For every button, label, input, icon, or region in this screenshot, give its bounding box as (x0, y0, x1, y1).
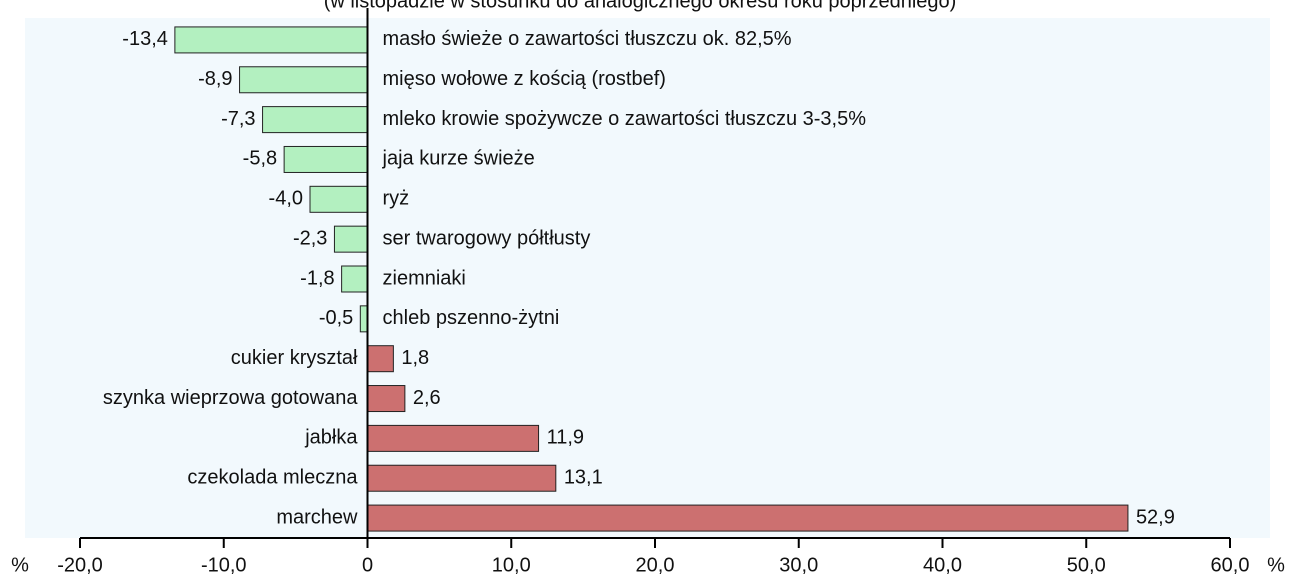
x-tick-label: -20,0 (57, 554, 103, 576)
value-label: 11,9 (547, 427, 584, 449)
category-label: mleko krowie spożywcze o zawartości tłus… (383, 108, 867, 130)
x-unit: % (11, 554, 29, 576)
category-label: jabłka (304, 427, 358, 449)
x-tick-label: 0 (362, 554, 373, 576)
x-tick-label: 10,0 (492, 554, 531, 576)
x-tick-label: 30,0 (779, 554, 818, 576)
bar (367, 385, 406, 413)
x-tick-label: 20,0 (636, 554, 675, 576)
bar (309, 185, 368, 213)
category-label: mięso wołowe z kością (rostbef) (383, 68, 666, 90)
category-label: ryż (383, 188, 410, 210)
value-label: 13,1 (564, 467, 603, 489)
category-label: czekolada mleczna (187, 467, 358, 489)
bar (239, 66, 368, 94)
category-label: jaja kurze świeże (382, 148, 535, 170)
bar (341, 265, 368, 293)
bar (367, 464, 557, 492)
value-label: -2,3 (293, 227, 327, 249)
bar (359, 305, 368, 333)
category-label: cukier kryształ (231, 347, 358, 369)
x-tick-label: -10,0 (201, 554, 247, 576)
x-tick-label: 50,0 (1067, 554, 1106, 576)
value-label: -8,9 (198, 68, 232, 90)
x-tick-label: 60,0 (1211, 554, 1250, 576)
bar (367, 345, 394, 373)
category-label: marchew (276, 506, 358, 528)
value-label: -0,5 (319, 307, 353, 329)
category-label: ziemniaki (383, 267, 466, 289)
category-label: ser twarogowy półtłusty (383, 227, 591, 249)
bar (262, 106, 368, 134)
plot-area (25, 18, 1270, 538)
bar (367, 424, 540, 452)
chart-subtitle: (w listopadzie w stosunku do analogiczne… (324, 0, 957, 12)
value-label: 52,9 (1136, 506, 1175, 528)
bar (367, 504, 1129, 532)
category-label: szynka wieprzowa gotowana (103, 387, 358, 409)
value-label: 1,8 (401, 347, 429, 369)
category-label: chleb pszenno-żytni (383, 307, 560, 329)
value-label: -5,8 (243, 148, 277, 170)
bar (283, 145, 368, 173)
value-label: -4,0 (269, 188, 303, 210)
value-label: -7,3 (221, 108, 255, 130)
bar (174, 26, 368, 54)
value-label: -13,4 (122, 28, 168, 50)
bar (333, 225, 368, 253)
value-label: 2,6 (413, 387, 441, 409)
category-label: masło świeże o zawartości tłuszczu ok. 8… (383, 28, 792, 50)
value-label: -1,8 (300, 267, 334, 289)
x-tick-label: 40,0 (923, 554, 962, 576)
x-unit: % (1267, 554, 1285, 576)
